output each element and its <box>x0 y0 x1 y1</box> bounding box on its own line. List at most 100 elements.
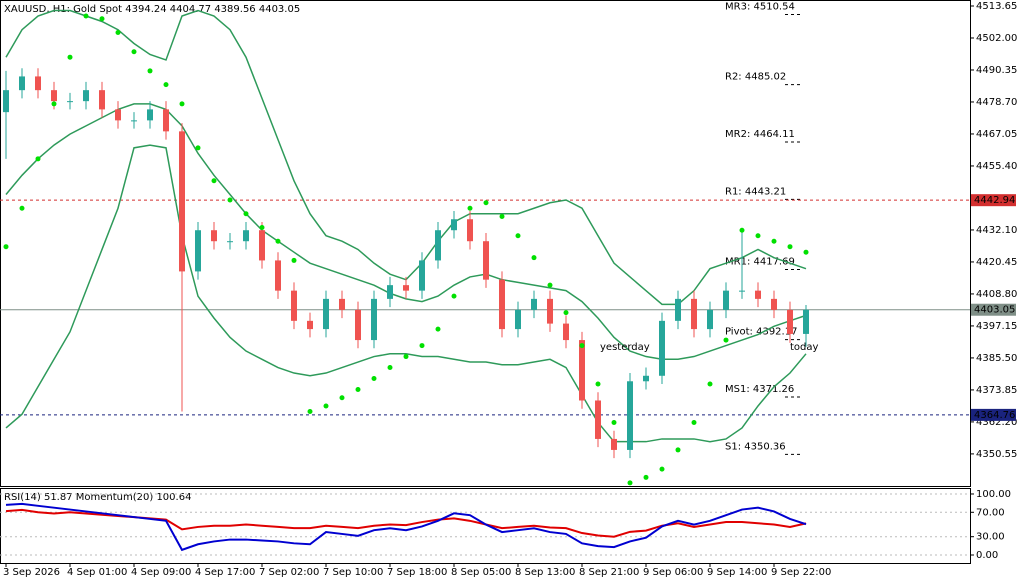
price-label-box <box>971 303 1016 316</box>
y-tick-label: 4478.70 <box>976 97 1017 108</box>
sar-dot <box>739 227 745 233</box>
candle-body <box>467 219 473 242</box>
candle-body <box>723 290 729 310</box>
sar-dot <box>563 310 569 316</box>
sar-dot <box>547 282 553 288</box>
x-tick-label: 9 Sep 06:00 <box>643 567 703 578</box>
candle-body <box>515 309 521 330</box>
sar-dot <box>371 376 377 382</box>
candle-body <box>531 298 537 310</box>
candle-body <box>803 309 809 334</box>
candle-body <box>355 309 361 341</box>
y-tick-label: 4420.45 <box>976 257 1017 268</box>
chart-title: XAUUSD, H1: Gold Spot 4394.24 4404.77 43… <box>4 4 300 15</box>
candle-body <box>83 90 89 102</box>
x-tick-label: 4 Sep 09:00 <box>131 567 191 578</box>
sar-dot <box>691 419 697 425</box>
band-line <box>5 103 807 361</box>
candle-body <box>691 298 697 330</box>
x-tick-label: 8 Sep 21:00 <box>579 567 639 578</box>
pivot-label: R1: 4443.21 <box>725 186 786 197</box>
sar-dot <box>259 224 265 230</box>
candle-body <box>547 298 553 324</box>
y-tick-label: 4513.65 <box>976 1 1017 12</box>
sar-dot <box>83 13 89 19</box>
sar-dot <box>627 480 633 486</box>
y-tick-label: 4362.20 <box>976 417 1017 428</box>
candle-body <box>339 298 345 310</box>
candle-body <box>611 438 617 450</box>
sar-dot <box>339 395 345 401</box>
annotation: yesterday <box>600 342 650 353</box>
pivot-label: S1: 4350.36 <box>725 441 786 452</box>
price-label: 4442.94 <box>974 195 1015 206</box>
candle-body <box>35 76 41 91</box>
sar-dot <box>387 365 393 371</box>
sar-dot <box>467 205 473 211</box>
candle-body <box>115 109 121 121</box>
sar-dot <box>243 211 249 217</box>
x-tick-label: 4 Sep 17:00 <box>195 567 255 578</box>
candle-body <box>739 290 745 292</box>
x-tick-label: 8 Sep 05:00 <box>451 567 511 578</box>
sar-dot <box>515 233 521 239</box>
candle-body <box>771 298 777 310</box>
sar-dot <box>531 255 537 261</box>
sar-dot <box>803 249 809 255</box>
price-label: 4403.05 <box>974 305 1015 316</box>
sar-dot <box>611 419 617 425</box>
price-label: 4364.76 <box>974 410 1015 421</box>
candle-body <box>387 285 393 299</box>
sar-dot <box>643 474 649 480</box>
main-panel-frame <box>0 0 971 487</box>
sar-dot <box>675 447 681 453</box>
sar-dot <box>131 49 137 55</box>
y-tick-label: 70.00 <box>976 507 1005 518</box>
sar-dot <box>355 387 361 393</box>
candle-body <box>579 340 585 401</box>
candle-body <box>259 230 265 261</box>
sar-dot <box>291 257 297 263</box>
sar-dot <box>51 101 57 107</box>
candle-body <box>147 109 153 121</box>
candle-body <box>307 320 313 330</box>
sar-dot <box>195 145 201 151</box>
y-tick-label: 4455.40 <box>976 161 1017 172</box>
sar-dot <box>787 244 793 250</box>
y-tick-label: 0.00 <box>976 550 998 561</box>
x-tick-label: 7 Sep 10:00 <box>323 567 383 578</box>
sar-dot <box>755 233 761 239</box>
y-tick-label: 4467.05 <box>976 129 1017 140</box>
candle-body <box>643 375 649 382</box>
candle-body <box>483 241 489 280</box>
sar-dot <box>99 16 105 22</box>
y-tick-label: 4373.85 <box>976 385 1017 396</box>
candle-body <box>275 260 281 291</box>
sar-dot <box>115 29 121 35</box>
candle-body <box>51 90 57 102</box>
candle-body <box>243 230 249 242</box>
x-tick-label: 9 Sep 22:00 <box>771 567 831 578</box>
price-label-box <box>971 408 1016 421</box>
candle-body <box>675 298 681 321</box>
pivot-label: MS1: 4371.26 <box>725 384 794 395</box>
annotation: today <box>790 342 819 353</box>
price-label-box <box>971 194 1016 207</box>
candle-body <box>227 241 233 243</box>
indicator-panel-frame <box>0 488 971 564</box>
sar-dot <box>323 403 329 409</box>
candle-body <box>19 76 25 91</box>
candle-body <box>3 90 9 113</box>
candle-body <box>707 309 713 330</box>
sar-dot <box>579 343 585 349</box>
candle-body <box>179 131 185 272</box>
y-tick-label: 4408.80 <box>976 289 1017 300</box>
sar-dot <box>179 101 185 107</box>
candle-body <box>403 285 409 291</box>
y-tick-label: 4490.35 <box>976 65 1017 76</box>
candle-body <box>99 90 105 110</box>
x-tick-label: 8 Sep 13:00 <box>515 567 575 578</box>
sar-dot <box>435 326 441 332</box>
candle-body <box>499 279 505 330</box>
